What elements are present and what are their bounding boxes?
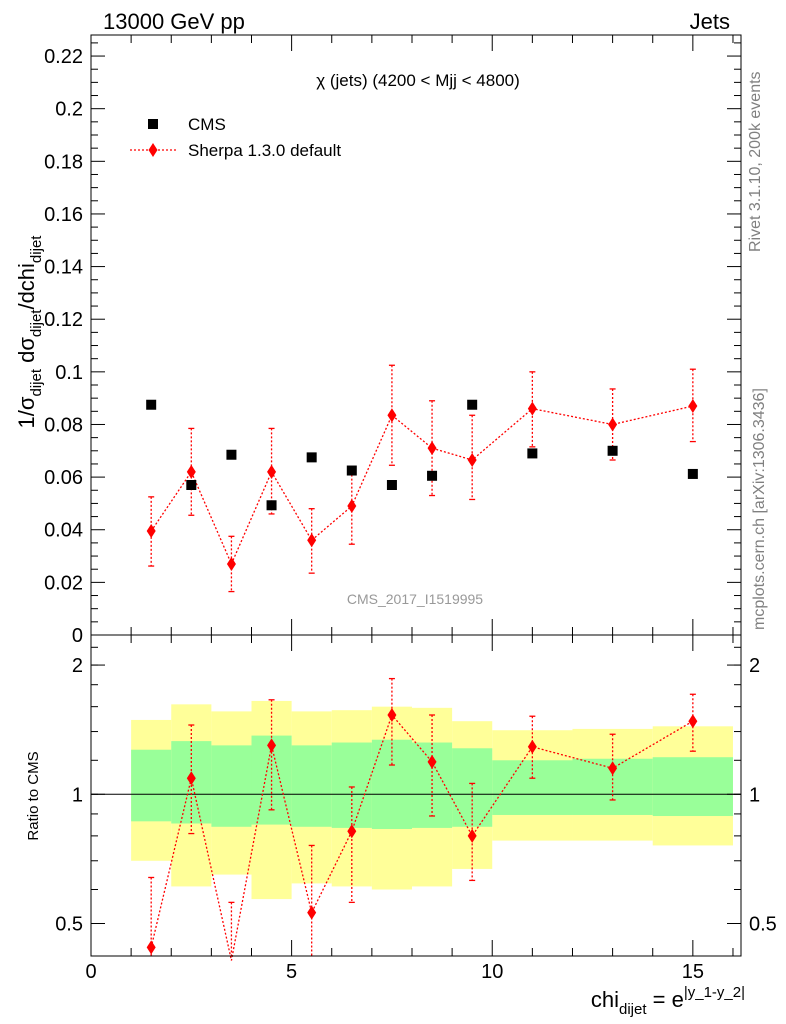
cms-data-point — [306, 452, 317, 463]
ratio-y-tick-label-right: 0.5 — [749, 913, 777, 935]
ratio-y-tick-label: 0.5 — [55, 913, 83, 935]
main-panel: 0 0.02 0.04 0.06 0.08 0.1 0.12 0.14 0.16 0.18 0.2 0… — [14, 34, 742, 647]
header-beam: 13000 GeV pp — [103, 9, 245, 34]
main-y-tick-label: 0.22 — [44, 46, 83, 68]
main-y-tick-label: 0.16 — [44, 204, 83, 226]
sherpa-point — [427, 441, 437, 456]
chart-title: χ (jets) (4200 < Mjj < 4800) — [316, 71, 520, 90]
ratio-sherpa-point — [307, 905, 317, 920]
ratio-sherpa-point — [467, 828, 477, 843]
analysis-watermark: CMS_2017_I1519995 — [347, 591, 483, 607]
ratio-y-axis: 0.5 0.5 1 1 2 2 — [55, 646, 777, 935]
cms-data-point — [687, 468, 698, 479]
legend-sherpa-marker — [148, 143, 158, 157]
cms-data-point — [266, 500, 277, 511]
ratio-sherpa-point — [608, 761, 618, 776]
cms-data-point — [607, 445, 618, 456]
main-y-tick-label: 0 — [72, 625, 83, 647]
sherpa-point — [186, 464, 196, 479]
main-y-tick-label: 0.18 — [44, 151, 83, 173]
legend-cms-marker — [148, 119, 158, 129]
sherpa-point — [387, 408, 397, 423]
sherpa-point — [688, 399, 698, 414]
ratio-sherpa-point — [527, 739, 537, 754]
ratio-band-inner — [331, 742, 372, 828]
ratio-y-tick-label: 1 — [72, 784, 83, 806]
main-y-axis-label: 1/σdijet dσdijet/dchidijet — [14, 235, 45, 429]
sherpa-point — [146, 524, 156, 539]
cms-data-point — [527, 448, 538, 459]
ratio-x-axis: 0 5 10 15 — [85, 635, 734, 983]
ratio-plot-area — [146, 677, 698, 961]
main-y-tick-label: 0.02 — [44, 572, 83, 594]
legend: CMS Sherpa 1.3.0 default — [130, 115, 341, 160]
ratio-x-tick-label: 0 — [85, 961, 96, 983]
ratio-sherpa-line — [150, 713, 694, 961]
main-y-tick-label: 0.2 — [55, 99, 83, 121]
main-plot-area — [146, 364, 698, 593]
header-process: Jets — [690, 9, 730, 34]
rivet-label: Rivet 3.1.10, 200k events — [747, 71, 764, 252]
legend-cms-label: CMS — [188, 115, 226, 134]
sherpa-point — [527, 401, 537, 416]
cms-data-point — [186, 480, 197, 490]
ratio-band-inner — [131, 749, 172, 822]
ratio-sherpa-point — [427, 754, 437, 769]
ratio-x-tick-label: 10 — [481, 961, 503, 983]
ratio-y-tick-label: 2 — [72, 655, 83, 677]
ratio-sherpa-point — [186, 771, 196, 786]
ratio-sherpa-point — [267, 738, 277, 753]
ratio-band-inner — [211, 745, 252, 827]
ratio-y-axis-label: Ratio to CMS — [25, 751, 42, 840]
sherpa-point — [467, 453, 477, 467]
sherpa-point — [267, 464, 277, 479]
main-y-tick-label: 0.12 — [44, 309, 83, 331]
sherpa-point — [307, 533, 317, 548]
cms-data-point — [386, 480, 397, 490]
ratio-sherpa-point — [387, 708, 397, 723]
legend-sherpa-label: Sherpa 1.3.0 default — [188, 141, 341, 160]
ratio-panel: 0.5 0.5 1 1 2 2 0 5 10 15 Ratio to CMS chidijet … — [25, 634, 777, 1018]
ratio-band-inner — [652, 757, 733, 817]
main-y-tick-label: 0.08 — [44, 414, 83, 436]
cms-data-point — [427, 470, 438, 481]
ratio-sherpa-point — [688, 714, 698, 729]
cms-data-point — [146, 399, 157, 410]
ratio-sherpa-point — [347, 824, 357, 839]
ratio-band-inner — [291, 745, 332, 827]
main-y-tick-label: 0.06 — [44, 467, 83, 489]
cms-data-point — [346, 465, 357, 476]
main-y-tick-label: 0.04 — [44, 520, 83, 542]
ratio-x-tick-label: 5 — [286, 961, 297, 983]
sherpa-point — [608, 417, 618, 432]
main-y-axis: 0 0.02 0.04 0.06 0.08 0.1 0.12 0.14 0.16 0.18 0.2 0… — [44, 42, 741, 647]
main-y-tick-label: 0.1 — [55, 362, 83, 384]
cms-data-point — [226, 449, 237, 460]
main-x-axis — [90, 35, 734, 635]
sherpa-point — [226, 556, 236, 571]
ratio-y-tick-label-right: 1 — [749, 784, 760, 806]
ratio-sherpa-point — [146, 940, 156, 955]
mcplots-label: mcplots.cern.ch [arXiv:1306.3436] — [751, 388, 768, 630]
ratio-band-inner — [371, 739, 412, 830]
ratio-frame — [90, 634, 742, 957]
main-y-tick-label: 0.14 — [44, 257, 83, 279]
cms-data-point — [467, 399, 478, 410]
x-axis-label: chidijet = e|y_1-y_2| — [591, 984, 745, 1018]
sherpa-point — [347, 499, 357, 514]
ratio-y-tick-label-right: 2 — [749, 655, 760, 677]
ratio-uncertainty-bands — [91, 700, 741, 900]
ratio-x-tick-label: 15 — [682, 961, 704, 983]
